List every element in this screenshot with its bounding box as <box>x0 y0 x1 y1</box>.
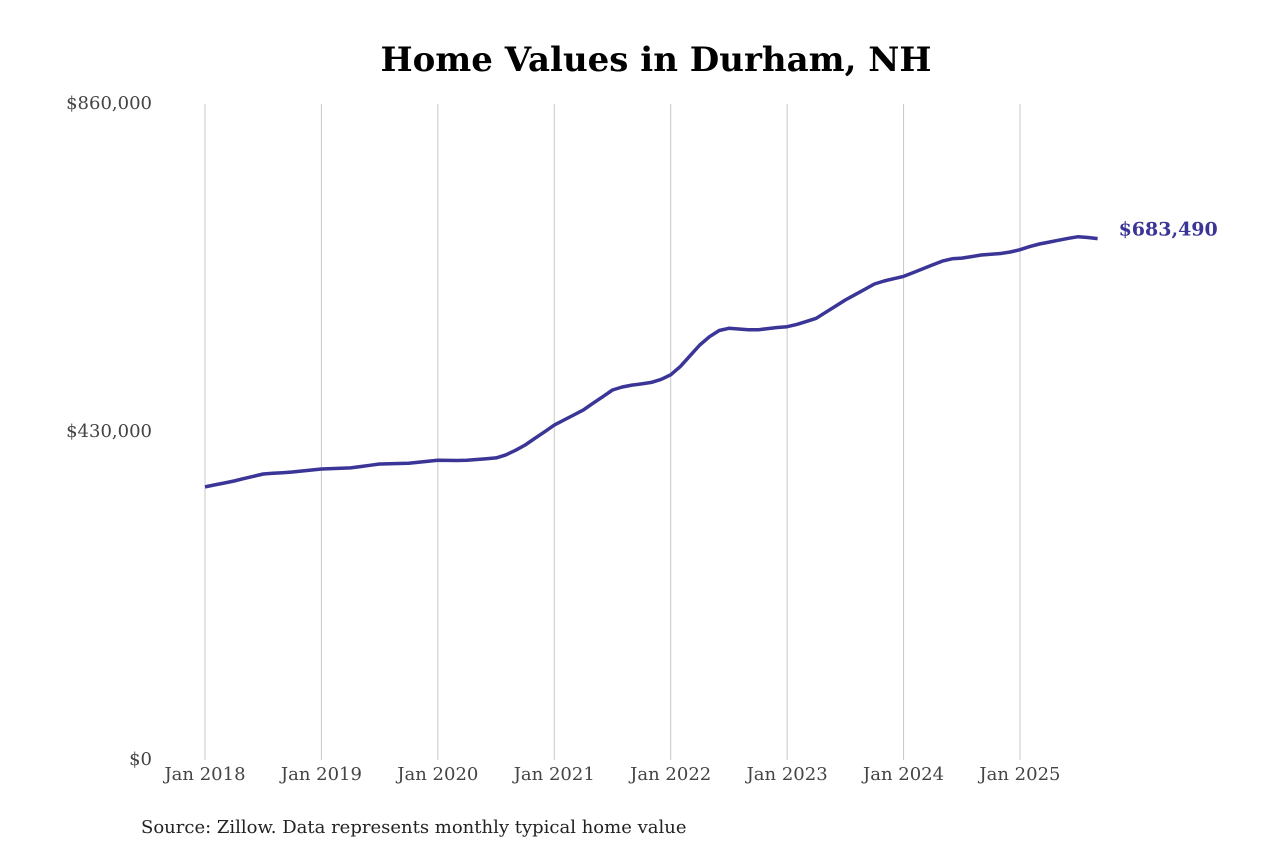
source-note: Source: Zillow. Data represents monthly … <box>141 817 687 838</box>
chart-title: Home Values in Durham, NH <box>381 40 932 80</box>
x-tick-label: Jan 2021 <box>512 764 595 785</box>
line <box>204 234 1098 489</box>
x-tick-label: Jan 2025 <box>977 764 1060 785</box>
x-tick-label: Jan 2024 <box>861 764 944 785</box>
x-tick-label: Jan 2018 <box>162 764 245 785</box>
value-label: $683,490 <box>1119 219 1218 241</box>
x-tick-label: Jan 2022 <box>628 764 711 785</box>
x-tick-label: Jan 2019 <box>279 764 362 785</box>
x-tick-label: Jan 2023 <box>745 764 828 785</box>
y-tick-label: $430,000 <box>66 421 152 442</box>
y-tick-label: $860,000 <box>66 93 152 114</box>
y-tick-label: $0 <box>129 749 152 770</box>
x-tick-label: Jan 2020 <box>395 764 478 785</box>
